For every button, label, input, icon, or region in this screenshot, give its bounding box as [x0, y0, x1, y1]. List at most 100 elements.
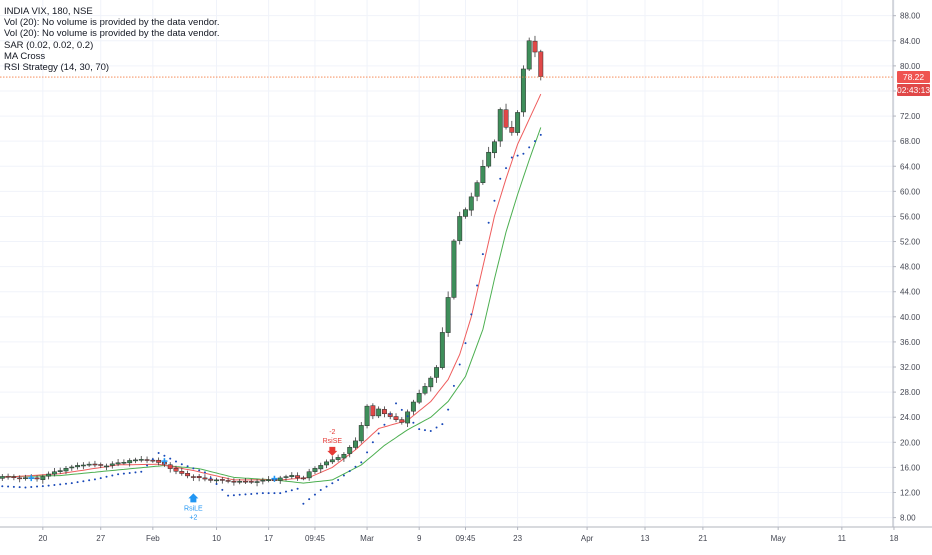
sar-dot [1, 485, 4, 488]
candle-body [138, 459, 144, 461]
sar-dot [163, 454, 166, 457]
signal-marker-icon [28, 475, 35, 482]
price-axis-label: 48.00 [900, 263, 921, 272]
sar-dot [93, 478, 96, 481]
candle-body [335, 457, 341, 460]
signal-short-arrow-icon [327, 446, 338, 456]
sar-dot [313, 493, 316, 496]
sar-dot [423, 429, 426, 432]
sar-dot [238, 493, 241, 496]
legend-rsi-strategy[interactable]: RSI Strategy (14, 30, 70) [4, 62, 110, 74]
sar-dot [47, 484, 50, 487]
sar-dot [151, 458, 154, 461]
sar-dot [111, 474, 114, 477]
candle-body [497, 109, 503, 142]
candle-body [532, 40, 538, 53]
legend-symbol[interactable]: INDIA VIX, 180, NSE [4, 6, 93, 17]
candle-body [80, 464, 86, 467]
candle-body [347, 447, 353, 454]
candle-body [104, 465, 109, 468]
candle-body [75, 465, 81, 468]
sar-dot [30, 486, 33, 489]
candle-body [144, 459, 150, 461]
sar-dot [76, 481, 79, 484]
candle-body [463, 209, 468, 217]
time-axis-label: May [771, 534, 786, 543]
candle-body [196, 476, 202, 479]
candle-body [57, 470, 63, 472]
candle-body [434, 367, 440, 378]
sar-dot [296, 487, 299, 490]
signal-marker-icon [161, 458, 168, 465]
candle-body [353, 440, 358, 448]
candle-body [306, 471, 312, 479]
time-axis-label: 09:45 [455, 534, 476, 543]
sar-dot [209, 477, 212, 480]
sar-dot [227, 494, 230, 497]
sar-dot [261, 492, 264, 495]
sar-dot [82, 480, 85, 483]
sar-dot [505, 167, 508, 170]
candle-body [318, 465, 324, 470]
price-axis-label: 40.00 [900, 313, 921, 322]
time-axis-label: Apr [581, 534, 594, 543]
candle-body [381, 409, 387, 415]
sar-dot [499, 177, 502, 180]
candle-body [109, 463, 115, 466]
candle-body [23, 477, 28, 479]
sar-dot [105, 475, 108, 478]
sar-dot [59, 483, 62, 486]
sar-dot [117, 473, 120, 476]
candle-body [179, 471, 185, 474]
sar-dot [383, 423, 386, 426]
sar-dot [302, 502, 305, 505]
sar-dot [267, 492, 270, 495]
price-axis-label: 20.00 [900, 438, 921, 447]
candle-body [277, 477, 283, 481]
candle-body [51, 471, 57, 475]
candle-body [190, 476, 196, 478]
candle-body [416, 393, 422, 403]
price-axis-label: 72.00 [900, 112, 921, 121]
sar-dot [146, 464, 149, 467]
sar-dot [273, 492, 276, 495]
chart-legend: INDIA VIX, 180, NSE Vol (20): No volume … [4, 6, 219, 73]
price-axis-label: 60.00 [900, 187, 921, 196]
sar-dot [389, 413, 392, 416]
ma-fast-line [2, 93, 542, 481]
candle-body [167, 464, 173, 469]
signal-long-label: RsiLE [184, 505, 203, 512]
candle-body [243, 480, 248, 483]
sar-dot [395, 402, 398, 405]
candle-body [300, 477, 306, 480]
candle-body [341, 454, 347, 459]
sar-dot [24, 486, 27, 489]
candle-body [289, 475, 295, 477]
price-axis-label: 36.00 [900, 338, 921, 347]
legend-volume-1[interactable]: Vol (20): No volume is provided by the d… [4, 17, 220, 29]
candle-body [98, 464, 104, 466]
sar-dot [481, 253, 484, 256]
candle-body [86, 463, 92, 466]
sar-dot [429, 430, 432, 433]
legend-ma-cross[interactable]: MA Cross [4, 50, 46, 62]
sar-dot [175, 460, 177, 463]
legend-sar[interactable]: SAR (0.02, 0.02, 0.2) [4, 39, 94, 51]
candle-body [538, 51, 544, 77]
signal-long-qty: +2 [189, 514, 197, 521]
candle-body [121, 462, 127, 464]
time-axis-label: 17 [264, 534, 273, 543]
legend-volume-2[interactable]: Vol (20): No volume is provided by the d… [4, 28, 220, 40]
candle-body [260, 479, 266, 482]
sar-dot [12, 485, 15, 488]
sar-dot [337, 478, 340, 481]
sar-dot [192, 467, 195, 470]
price-axis-label: 8.00 [900, 514, 916, 523]
candle-body [214, 479, 219, 482]
sar-dot [7, 485, 10, 488]
sar-dot [400, 408, 403, 411]
price-axis-label: 16.00 [900, 463, 921, 472]
candle-body [133, 459, 138, 462]
